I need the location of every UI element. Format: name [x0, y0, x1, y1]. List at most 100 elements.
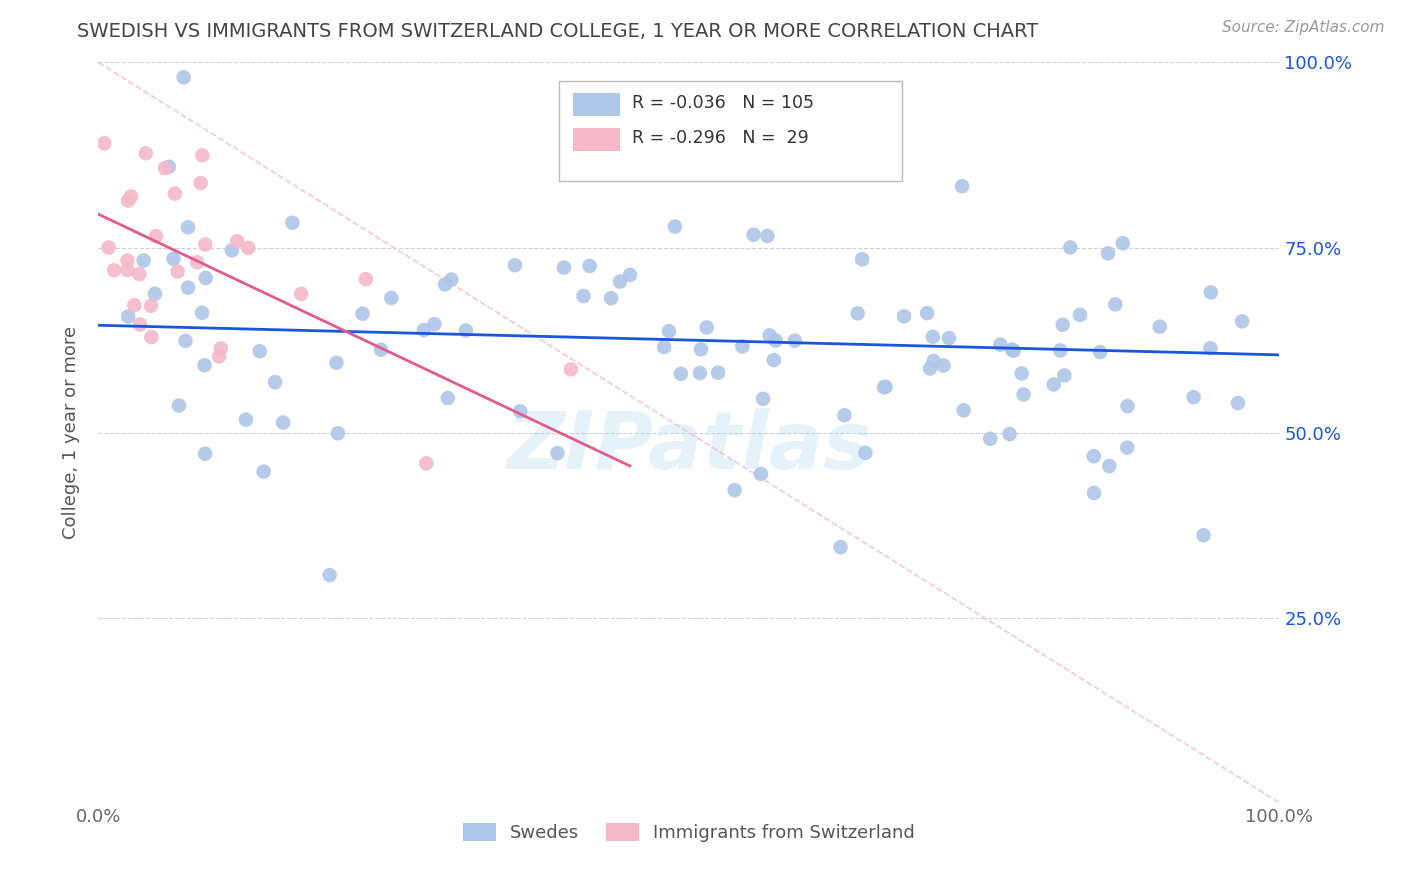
Point — [120, 189, 142, 203]
Point — [352, 307, 374, 321]
Point — [434, 277, 457, 292]
FancyBboxPatch shape — [574, 93, 620, 117]
Point — [318, 568, 340, 582]
Point — [846, 306, 869, 320]
Point — [173, 70, 195, 85]
Point — [855, 446, 877, 460]
Point — [752, 392, 775, 406]
Point — [546, 446, 568, 460]
Point — [950, 179, 973, 194]
Point — [145, 229, 167, 244]
Point — [1053, 368, 1076, 383]
Point — [572, 289, 595, 303]
Point — [380, 291, 402, 305]
Point — [190, 176, 212, 190]
Point — [689, 366, 711, 380]
Point — [186, 255, 208, 269]
Point — [922, 354, 945, 368]
Point — [1069, 308, 1091, 322]
Point — [1002, 343, 1025, 358]
Point — [128, 267, 150, 281]
Point — [998, 427, 1021, 442]
Point — [413, 323, 436, 337]
Point — [851, 252, 873, 267]
Point — [93, 136, 115, 151]
Point — [436, 391, 458, 405]
Point — [208, 350, 231, 364]
Point — [103, 263, 125, 277]
Point — [1049, 343, 1071, 358]
Point — [1230, 314, 1253, 328]
Point — [503, 258, 526, 272]
Point — [194, 271, 217, 285]
Point — [162, 252, 184, 266]
Point — [979, 432, 1001, 446]
Point — [415, 456, 437, 470]
Point — [191, 148, 214, 162]
Point — [129, 318, 152, 332]
Point — [1199, 341, 1222, 355]
Point — [193, 358, 215, 372]
Point — [938, 331, 960, 345]
Point — [177, 280, 200, 294]
Point — [167, 399, 190, 413]
Point — [1199, 285, 1222, 300]
Point — [325, 356, 347, 370]
Point — [226, 234, 249, 248]
Point — [742, 227, 765, 242]
Point — [117, 253, 139, 268]
Point — [1149, 319, 1171, 334]
Point — [1042, 377, 1064, 392]
Point — [1011, 367, 1033, 381]
Point — [707, 366, 730, 380]
Legend: Swedes, Immigrants from Switzerland: Swedes, Immigrants from Switzerland — [456, 815, 922, 849]
Point — [271, 416, 294, 430]
Point — [153, 161, 176, 175]
Point — [578, 259, 600, 273]
Point — [326, 426, 349, 441]
Point — [238, 241, 260, 255]
Text: R = -0.296   N =  29: R = -0.296 N = 29 — [633, 129, 808, 147]
Point — [124, 298, 146, 312]
Point — [264, 375, 287, 389]
Point — [690, 343, 713, 357]
Point — [1097, 246, 1119, 260]
Point — [1059, 240, 1081, 254]
Point — [723, 483, 745, 498]
Point — [253, 465, 276, 479]
Point — [952, 403, 974, 417]
Point — [509, 404, 531, 418]
Point — [652, 340, 675, 354]
Point — [600, 291, 623, 305]
Point — [619, 268, 641, 282]
Point — [1083, 449, 1105, 463]
Point — [664, 219, 686, 234]
Point — [1116, 399, 1139, 413]
FancyBboxPatch shape — [574, 128, 620, 152]
Point — [166, 264, 188, 278]
Point — [560, 362, 582, 376]
Point — [139, 299, 162, 313]
Point — [117, 194, 139, 208]
Point — [440, 272, 463, 286]
Text: SWEDISH VS IMMIGRANTS FROM SWITZERLAND COLLEGE, 1 YEAR OR MORE CORRELATION CHART: SWEDISH VS IMMIGRANTS FROM SWITZERLAND C… — [77, 22, 1039, 41]
Point — [97, 240, 120, 254]
Point — [1116, 441, 1139, 455]
Point — [191, 306, 214, 320]
Point — [177, 220, 200, 235]
Point — [194, 237, 217, 252]
Point — [209, 342, 232, 356]
Point — [157, 160, 180, 174]
FancyBboxPatch shape — [560, 81, 901, 181]
Text: ZIPatlas: ZIPatlas — [506, 409, 872, 486]
Point — [174, 334, 197, 348]
Point — [1226, 396, 1249, 410]
Point — [143, 286, 166, 301]
Point — [141, 330, 163, 344]
Point — [235, 412, 257, 426]
Point — [921, 330, 943, 344]
Point — [762, 353, 785, 368]
Point — [669, 367, 692, 381]
Point — [873, 380, 896, 394]
Point — [117, 263, 139, 277]
